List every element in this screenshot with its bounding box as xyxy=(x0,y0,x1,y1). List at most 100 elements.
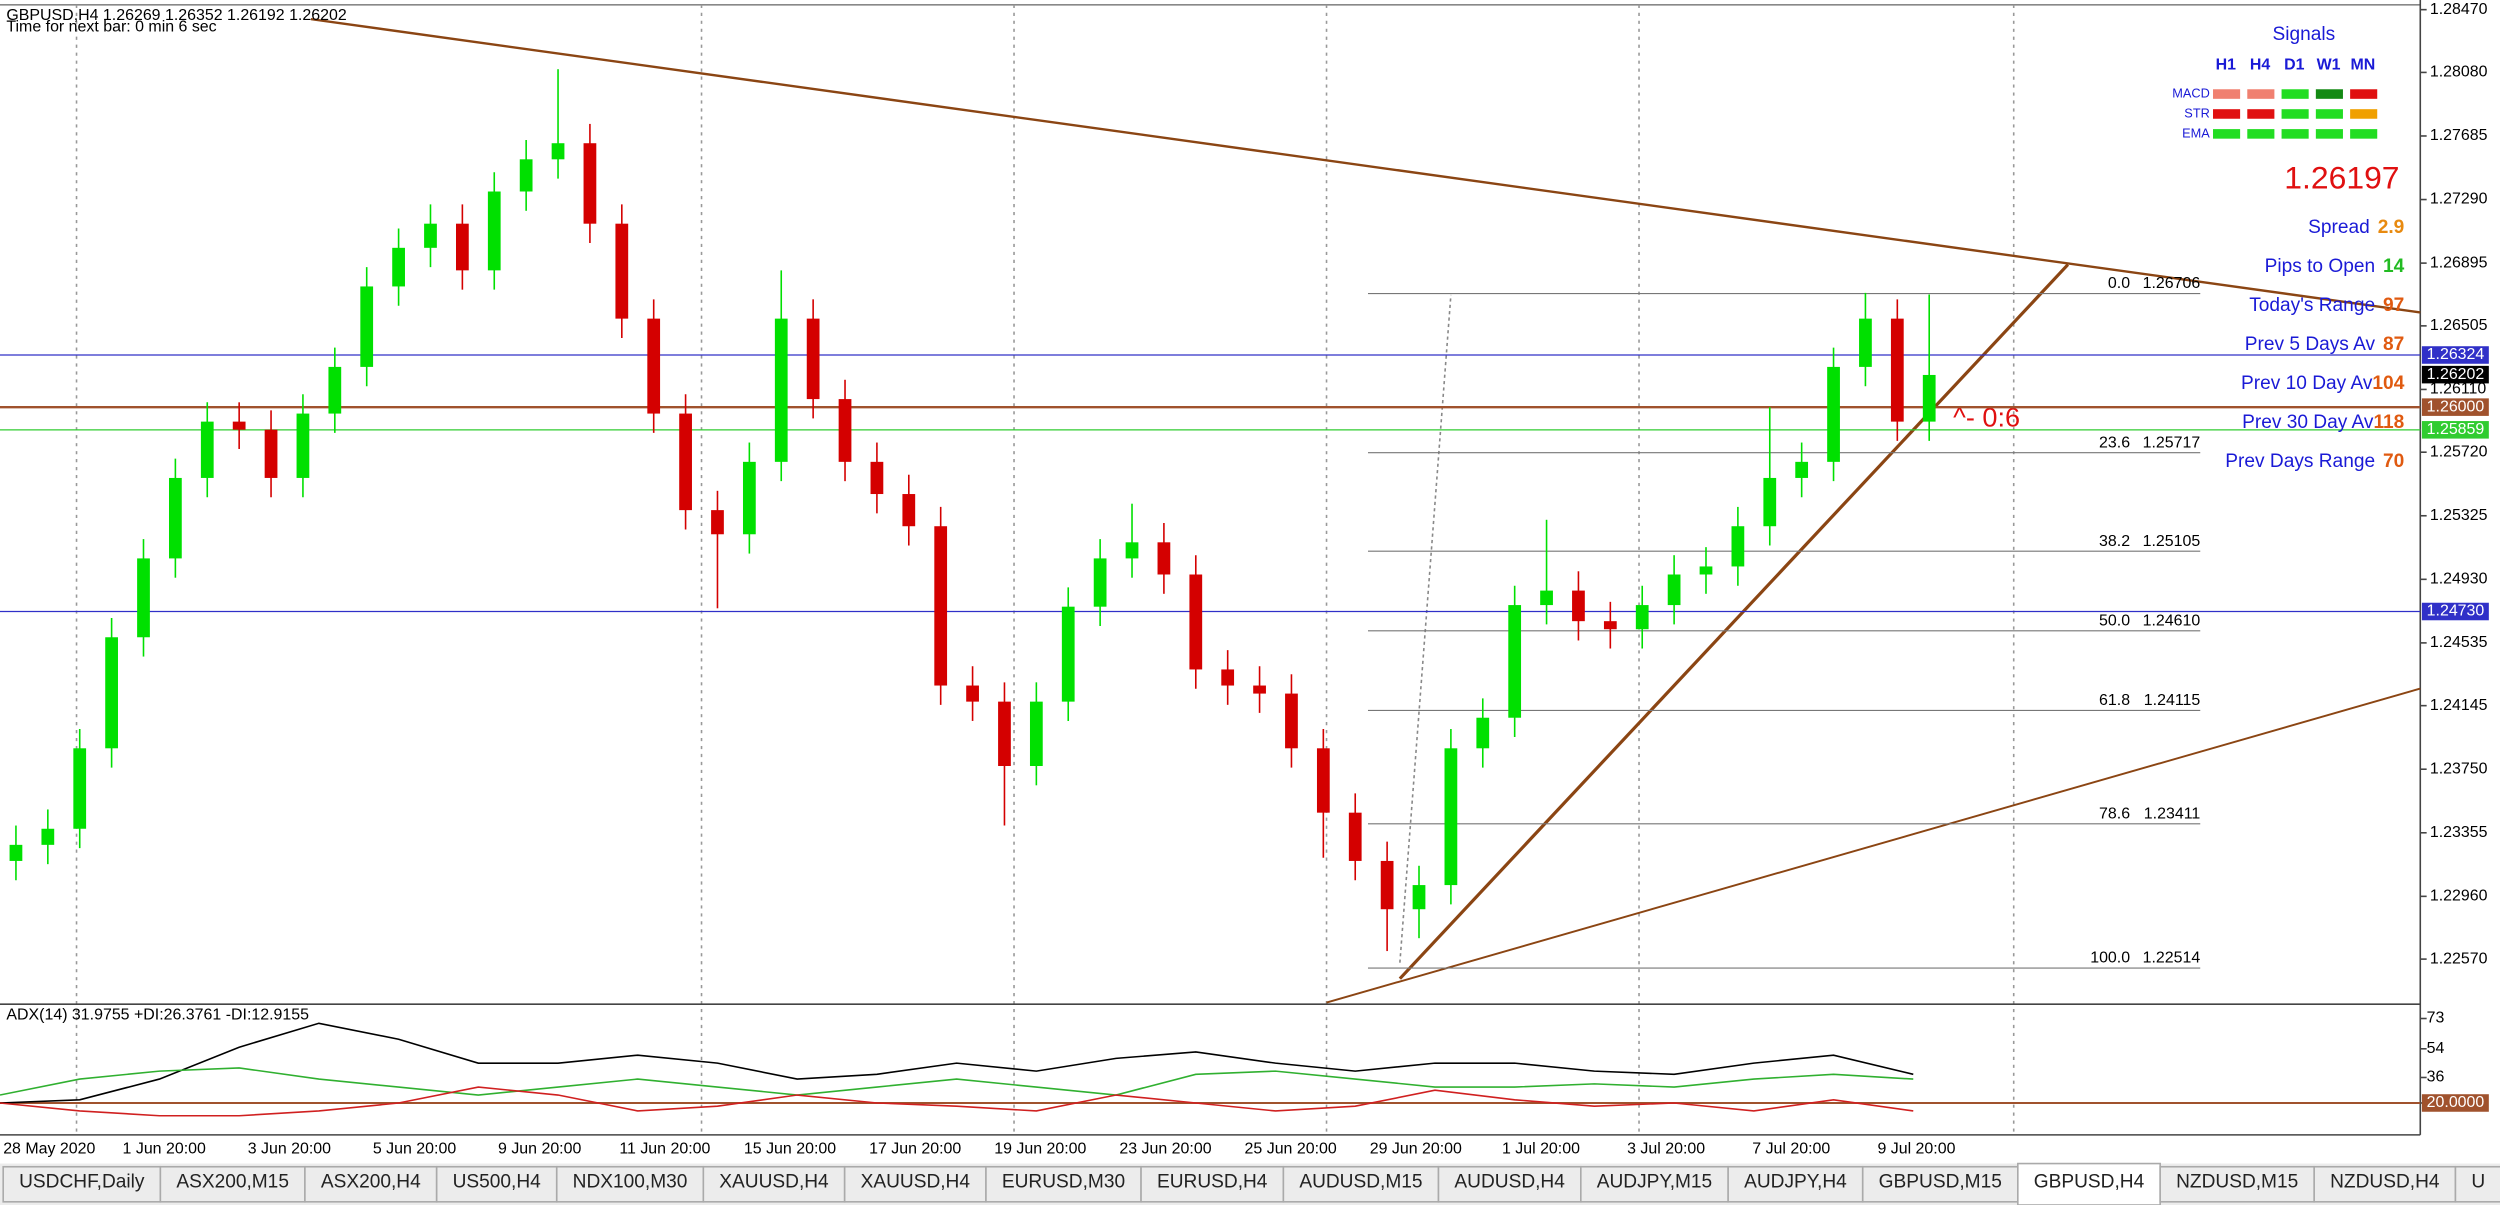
tab[interactable]: GBPUSD,M15 xyxy=(1861,1165,2019,1203)
tab[interactable]: ASX200,M15 xyxy=(159,1165,306,1203)
candle-body xyxy=(424,223,437,248)
tab-label: GBPUSD,M15 xyxy=(1879,1172,2002,1193)
fib-level-name: 78.6 xyxy=(2099,805,2130,822)
candle-body xyxy=(1221,669,1235,686)
fib-level-name: 50.0 xyxy=(2099,612,2130,629)
tab[interactable]: NZDUSD,M15 xyxy=(2159,1165,2315,1203)
tab[interactable]: U xyxy=(2454,1165,2500,1203)
info-value: 2.9 xyxy=(2378,217,2405,238)
x-tick-label: 28 May 2020 xyxy=(3,1140,95,1157)
y-tick-label: 1.22960 xyxy=(2430,888,2488,905)
candle-body xyxy=(1125,542,1139,559)
candle-body xyxy=(902,494,916,527)
tab[interactable]: AUDJPY,M15 xyxy=(1580,1165,1729,1203)
x-tick-label: 11 Jun 20:00 xyxy=(619,1140,710,1157)
info-label: Prev 5 Days Av xyxy=(2245,334,2376,355)
tab[interactable]: XAUUSD,H4 xyxy=(702,1165,846,1203)
adx-tick-label: 36 xyxy=(2427,1069,2445,1086)
candle-body xyxy=(806,318,820,400)
candle-body xyxy=(200,421,214,478)
tab[interactable]: NZDUSD,H4 xyxy=(2313,1165,2457,1203)
info-row: Spread 2.9 xyxy=(2308,217,2404,238)
candle-body xyxy=(1348,812,1362,861)
signal-cell xyxy=(2315,129,2343,139)
tab[interactable]: USDCHF,Daily xyxy=(2,1165,162,1203)
x-tick-label: 3 Jul 20:00 xyxy=(1627,1140,1705,1157)
tab[interactable]: US500,H4 xyxy=(435,1165,558,1203)
price-label: 1.24730 xyxy=(2427,603,2485,620)
candle-body xyxy=(264,429,278,478)
tab-background xyxy=(1282,1165,1440,1203)
info-value: 97 xyxy=(2383,295,2404,316)
info-value: 70 xyxy=(2383,451,2404,472)
price-label-box xyxy=(2421,421,2489,439)
candle-body xyxy=(615,223,629,319)
info-value: 104 xyxy=(2372,373,2404,394)
symbol-line: GBPUSD,H4 1.26269 1.26352 1.26192 1.2620… xyxy=(6,7,346,24)
info-label: Pips to Open xyxy=(2265,256,2376,277)
signal-cell xyxy=(2247,129,2275,139)
y-tick-label: 1.24535 xyxy=(2430,634,2488,651)
candle-body xyxy=(1890,318,1904,422)
tab-label: ASX200,H4 xyxy=(321,1172,421,1193)
tab-label: GBPUSD,H4 xyxy=(2034,1172,2145,1193)
info-value: 87 xyxy=(2383,334,2404,355)
candle-body xyxy=(998,701,1011,766)
candle-body xyxy=(1476,717,1490,749)
candle-body xyxy=(966,685,979,702)
info-row: Today's Range 97 xyxy=(2249,295,2404,316)
signal-cell xyxy=(2315,109,2343,119)
tab[interactable]: GBPUSD,H4 xyxy=(2017,1162,2161,1205)
timer: Time for next bar: 0 min 6 sec xyxy=(6,18,216,35)
tab[interactable]: EURUSD,M30 xyxy=(985,1165,1142,1203)
candle-body xyxy=(1189,574,1203,670)
x-tick-label: 5 Jun 20:00 xyxy=(373,1140,456,1157)
tab-label: AUDUSD,M15 xyxy=(1299,1172,1422,1193)
fib-level-name: 61.8 xyxy=(2099,692,2130,709)
y-tick-label: 1.26505 xyxy=(2430,317,2488,334)
x-tick-label: 1 Jul 20:00 xyxy=(1502,1140,1580,1157)
tab-label: AUDUSD,H4 xyxy=(1454,1172,1565,1193)
tab-background xyxy=(1140,1165,1285,1203)
fib-price: 1.24610 xyxy=(2143,612,2201,629)
tab-label: ASX200,M15 xyxy=(176,1172,289,1193)
info-label: Today's Range xyxy=(2249,295,2375,316)
candle-body xyxy=(551,143,565,160)
signal-row-label: MACD xyxy=(2172,85,2210,100)
tab-background xyxy=(2454,1165,2500,1203)
fib-price: 1.23411 xyxy=(2144,805,2201,822)
candle-body xyxy=(1540,590,1553,606)
tab[interactable]: AUDUSD,M15 xyxy=(1282,1165,1440,1203)
fib-price: 1.22514 xyxy=(2143,950,2201,967)
tab[interactable]: ASX200,H4 xyxy=(304,1165,438,1203)
tab[interactable]: EURUSD,H4 xyxy=(1140,1165,1285,1203)
candle-body xyxy=(1029,701,1043,766)
signal-row-label: STR xyxy=(2184,105,2210,120)
x-tick-label: 15 Jun 20:00 xyxy=(744,1140,836,1157)
candle-body xyxy=(519,159,533,192)
candle-body xyxy=(1827,366,1840,462)
candle-body xyxy=(41,828,55,845)
candle-body xyxy=(1508,605,1522,718)
y-tick-label: 1.25720 xyxy=(2430,443,2488,460)
info-value: 14 xyxy=(2383,256,2405,277)
tab[interactable]: NDX100,M30 xyxy=(555,1165,705,1203)
candle-body xyxy=(1795,461,1809,478)
info-row: Prev Days Range 70 xyxy=(2225,451,2404,472)
tab-background xyxy=(1861,1165,2019,1203)
signal-column: H4 xyxy=(2250,57,2271,74)
y-tick-label: 1.23750 xyxy=(2430,760,2488,777)
candle-body xyxy=(1412,885,1426,910)
tab[interactable]: AUDJPY,H4 xyxy=(1727,1165,1864,1203)
tab[interactable]: XAUUSD,H4 xyxy=(843,1165,987,1203)
candle-body xyxy=(1253,685,1266,694)
y-tick-label: 1.27290 xyxy=(2430,191,2488,208)
tab[interactable]: AUDUSD,H4 xyxy=(1437,1165,1582,1203)
info-row: Pips to Open 14 xyxy=(2265,256,2405,277)
price-label-box xyxy=(2421,365,2489,384)
info-label: Prev 30 Day Av xyxy=(2242,412,2374,433)
candle-body xyxy=(1603,621,1617,630)
price-label: 1.26000 xyxy=(2427,398,2485,415)
fib-level-name: 38.2 xyxy=(2099,533,2130,550)
price-label-box xyxy=(2421,602,2489,621)
